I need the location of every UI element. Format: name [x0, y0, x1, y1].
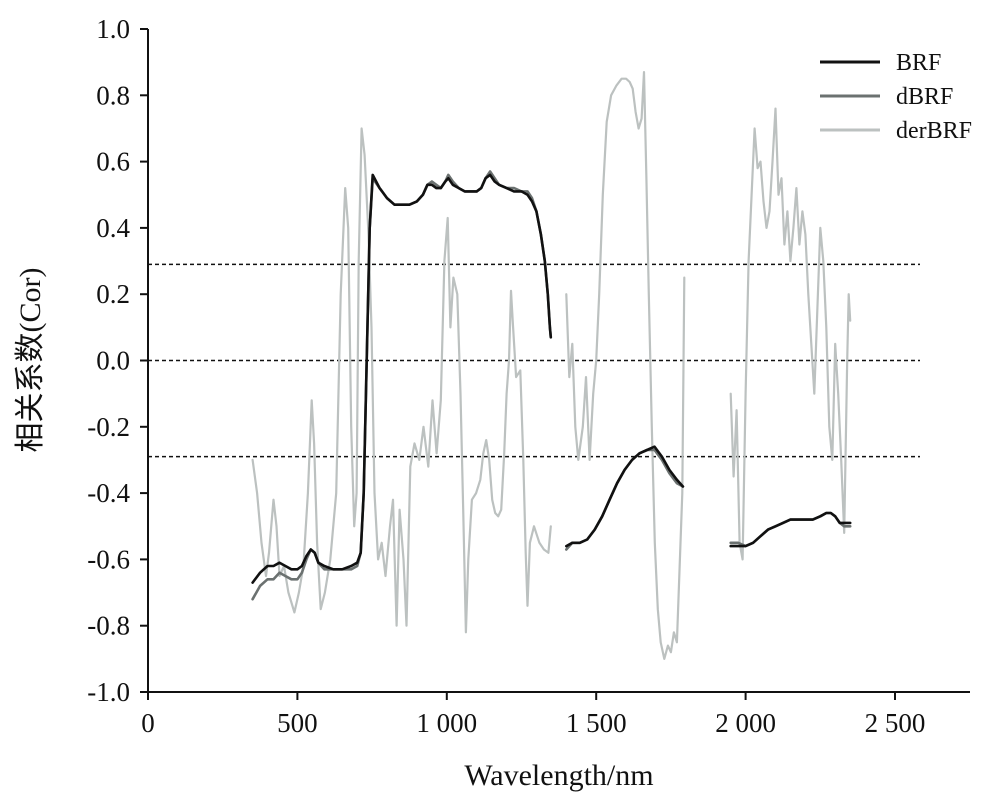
x-tick-label: 2 500: [865, 708, 926, 738]
y-tick-label: 0.6: [96, 147, 130, 177]
series-derbrf-segment-1: [565, 70, 686, 661]
y-tick-label: -1.0: [87, 677, 130, 707]
y-axis-title: 相关系数(Cor): [14, 268, 47, 453]
y-tick-label: -0.6: [87, 544, 130, 574]
series-derbrf-segment-2: [729, 107, 852, 561]
reference-lines: [148, 263, 920, 458]
y-tick-label: -0.2: [87, 412, 130, 442]
y-tick-label: 0.2: [96, 279, 130, 309]
series-brf-segment-1: [564, 445, 685, 548]
legend-label-dbrf: dBRF: [896, 84, 953, 110]
y-tick-label: -0.8: [87, 611, 130, 641]
x-tick-label: 1 000: [416, 708, 477, 738]
x-tick-label: 2 000: [715, 708, 776, 738]
legend-label-derbrf: derBRF: [896, 118, 972, 144]
x-tick-label: 500: [277, 708, 318, 738]
legend: BRF dBRF derBRF: [820, 50, 972, 144]
y-tick-label: 0.4: [96, 213, 130, 243]
series-lines: [251, 70, 852, 661]
series-derbrf-segment-0: [251, 127, 552, 634]
y-tick-label: 1.0: [96, 14, 130, 44]
x-ticks: 0 500 1 000 1 500 2 000 2 500: [141, 692, 925, 738]
series-brf-segment-0: [251, 173, 553, 584]
y-tick-label: -0.4: [87, 478, 130, 508]
x-tick-label: 1 500: [566, 708, 627, 738]
x-axis-title: Wavelength/nm: [464, 759, 653, 792]
legend-label-brf: BRF: [896, 50, 941, 76]
series-dbrf-segment-2: [729, 511, 852, 548]
y-tick-label: 0.8: [96, 80, 130, 110]
y-ticks: 1.0 0.8 0.6 0.4 0.2 0.0 -0.2 -0.4 -0.6 -0.8 -1.0: [87, 14, 148, 707]
x-tick-label: 0: [141, 708, 155, 738]
y-tick-label: 0.0: [96, 346, 130, 376]
series-brf-segment-2: [729, 511, 852, 548]
